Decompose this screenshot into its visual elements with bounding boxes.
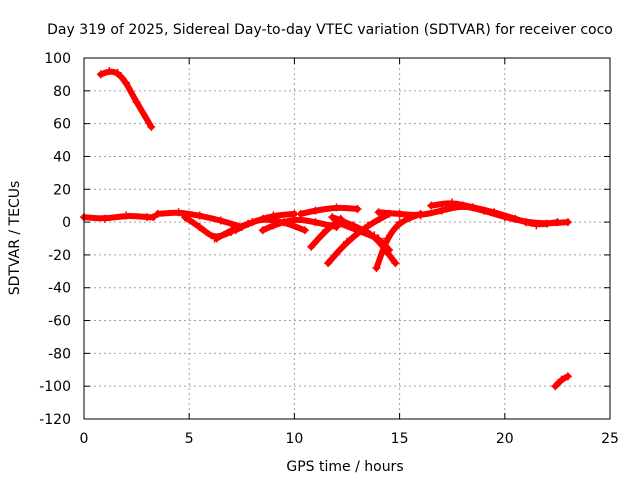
data-point bbox=[149, 213, 158, 222]
data-point bbox=[391, 259, 400, 268]
axis-ticks: 0 5 10 15 20 25 100 80 60 40 20 0 -20 -40 -60 -80 -100 -1… bbox=[39, 51, 619, 447]
y-tick-label: 40 bbox=[53, 149, 71, 165]
x-axis-label: GPS time / hours bbox=[286, 459, 403, 475]
data-point bbox=[96, 70, 105, 79]
data-point bbox=[353, 226, 362, 235]
grid bbox=[84, 58, 610, 419]
data-point bbox=[343, 237, 351, 246]
data-point bbox=[258, 226, 267, 235]
data-point bbox=[427, 201, 436, 210]
data-point bbox=[353, 204, 362, 213]
data-point bbox=[332, 218, 341, 227]
y-tick-label: -80 bbox=[48, 346, 71, 362]
data-point bbox=[311, 206, 320, 215]
data-point bbox=[290, 214, 299, 223]
data-point bbox=[332, 203, 341, 212]
data-point bbox=[382, 234, 391, 243]
data-point bbox=[437, 206, 446, 215]
data-point bbox=[174, 208, 183, 217]
data-point bbox=[324, 259, 333, 268]
data-point bbox=[212, 234, 221, 243]
series-arc-8 bbox=[297, 204, 361, 217]
data-point bbox=[101, 214, 110, 223]
data-point bbox=[244, 219, 253, 228]
data-point bbox=[372, 264, 381, 273]
series-arc-5 bbox=[213, 210, 298, 242]
data-point bbox=[557, 375, 566, 384]
data-point bbox=[374, 234, 383, 243]
data-point bbox=[395, 218, 404, 227]
data-point bbox=[448, 198, 457, 207]
data-point bbox=[321, 226, 330, 235]
data-point bbox=[311, 218, 320, 227]
chart-title: Day 319 of 2025, Sidereal Day-to-day VTE… bbox=[47, 22, 613, 38]
x-tick-label: 20 bbox=[496, 431, 514, 447]
data-point bbox=[132, 98, 141, 107]
data-point bbox=[385, 245, 394, 254]
data-point bbox=[231, 226, 240, 235]
x-tick-label: 25 bbox=[601, 431, 619, 447]
series-arc-15 bbox=[428, 200, 561, 228]
data-point bbox=[122, 211, 131, 220]
data-point bbox=[195, 223, 204, 232]
data-point bbox=[300, 226, 309, 235]
y-axis-label: SDTVAR / TECUs bbox=[7, 181, 23, 296]
data-point bbox=[153, 209, 162, 218]
data-point bbox=[307, 242, 316, 251]
data-point bbox=[416, 211, 425, 220]
data-point bbox=[511, 214, 520, 223]
y-tick-label: -120 bbox=[39, 412, 71, 428]
data-point bbox=[105, 67, 114, 76]
data-point bbox=[269, 221, 278, 230]
data-series bbox=[80, 67, 572, 391]
y-tick-label: 20 bbox=[53, 182, 71, 198]
data-point bbox=[113, 68, 122, 77]
data-point bbox=[147, 122, 156, 131]
data-point bbox=[469, 203, 478, 212]
y-tick-label: 80 bbox=[53, 84, 71, 100]
data-point bbox=[296, 209, 305, 218]
data-point bbox=[551, 382, 560, 391]
data-point bbox=[563, 372, 572, 381]
y-tick-label: 100 bbox=[44, 51, 71, 67]
data-point bbox=[553, 218, 562, 227]
x-tick-label: 5 bbox=[185, 431, 194, 447]
x-tick-label: 0 bbox=[80, 431, 89, 447]
series-arc-1 bbox=[81, 213, 157, 222]
data-point bbox=[490, 208, 499, 217]
data-point bbox=[374, 208, 383, 217]
data-point bbox=[395, 209, 404, 218]
data-point bbox=[328, 213, 337, 222]
y-tick-label: -20 bbox=[48, 248, 71, 264]
data-point bbox=[364, 221, 373, 230]
data-point bbox=[122, 78, 131, 87]
y-tick-label: 0 bbox=[62, 215, 71, 231]
data-point bbox=[180, 213, 189, 222]
x-tick-label: 15 bbox=[391, 431, 409, 447]
y-tick-label: 60 bbox=[53, 117, 71, 133]
data-point bbox=[258, 214, 267, 223]
data-point bbox=[563, 218, 572, 227]
data-point bbox=[216, 216, 225, 225]
data-point bbox=[532, 221, 541, 230]
y-tick-label: -60 bbox=[48, 314, 71, 330]
data-point bbox=[195, 211, 204, 220]
y-tick-label: -100 bbox=[39, 379, 71, 395]
y-tick-label: -40 bbox=[48, 281, 71, 297]
x-tick-label: 10 bbox=[285, 431, 303, 447]
plot-frame bbox=[83, 57, 611, 420]
